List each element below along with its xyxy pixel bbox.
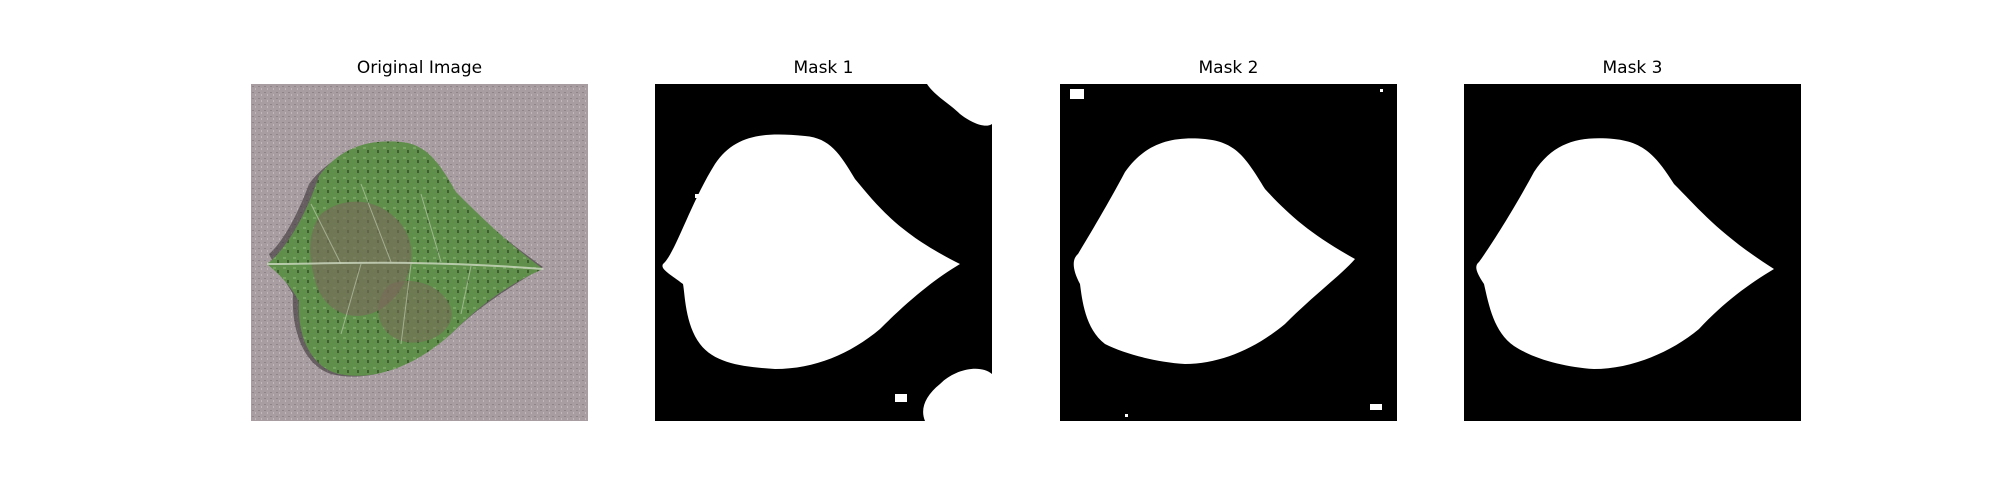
leaf-vein: [310, 183, 472, 345]
mask-speck: [1125, 414, 1128, 417]
mask-speck: [695, 194, 700, 198]
mask-speck: [1070, 89, 1084, 99]
blight-lesion: [310, 201, 412, 316]
panel-title: Mask 3: [1602, 58, 1663, 78]
mask-region: [1476, 138, 1774, 369]
panel-title: Mask 1: [793, 58, 854, 78]
mask-speck: [1380, 89, 1383, 92]
panel-title: Original Image: [356, 58, 483, 78]
leaf-midrib: [266, 261, 544, 270]
leaf-photo: [251, 84, 588, 421]
mask-image: [655, 84, 992, 421]
mask-region: [662, 134, 960, 369]
mask-speck: [895, 394, 907, 402]
panel-title: Mask 2: [1198, 58, 1259, 78]
mask-blob: [923, 368, 992, 421]
mask-image: [1464, 84, 1801, 421]
mask-image: [1060, 84, 1397, 421]
mask-region: [1073, 138, 1355, 364]
mask-speck: [1370, 404, 1382, 410]
blight-lesion: [378, 280, 452, 343]
mask-blob: [927, 84, 992, 126]
